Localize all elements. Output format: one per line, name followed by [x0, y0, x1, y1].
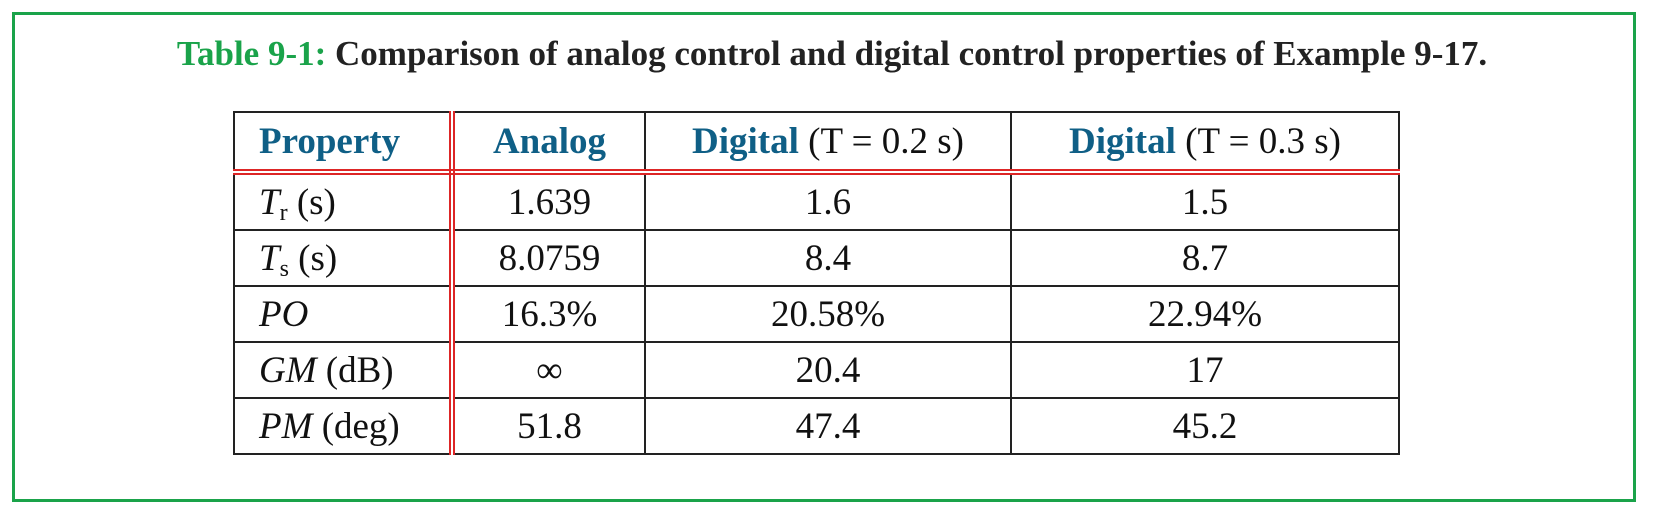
- header-digital-03: Digital (T = 0.3 s): [1010, 111, 1400, 175]
- cell-digital-03: 1.5: [1010, 171, 1400, 231]
- cell-analog: 1.639: [451, 171, 646, 231]
- header-property: Property: [233, 111, 455, 175]
- cell-digital-02: 8.4: [644, 229, 1012, 287]
- cell-analog: 8.0759: [451, 229, 646, 287]
- cell-digital-03: 8.7: [1010, 229, 1400, 287]
- cell-digital-02: 20.58%: [644, 285, 1012, 343]
- cell-analog: ∞: [451, 341, 646, 399]
- header-analog: Analog: [451, 111, 646, 175]
- table-frame: [12, 12, 1636, 502]
- row-property: Tr (s): [233, 171, 455, 231]
- caption-text: Comparison of analog control and digital…: [335, 34, 1488, 73]
- table-row: PM (deg) 51.8 47.4 45.2: [233, 397, 1400, 455]
- table-row: PO 16.3% 20.58% 22.94%: [233, 285, 1400, 343]
- cell-digital-03: 45.2: [1010, 397, 1400, 455]
- caption-label: Table 9-1:: [176, 34, 327, 73]
- row-property: PM (deg): [233, 397, 455, 455]
- table-row: Ts (s) 8.0759 8.4 8.7: [233, 229, 1400, 287]
- cell-digital-03: 22.94%: [1010, 285, 1400, 343]
- cell-analog: 16.3%: [451, 285, 646, 343]
- table-row: GM (dB) ∞ 20.4 17: [233, 341, 1400, 399]
- header-digital-02: Digital (T = 0.2 s): [644, 111, 1012, 175]
- cell-digital-02: 47.4: [644, 397, 1012, 455]
- table-caption: Table 9-1: Comparison of analog control …: [0, 34, 1664, 74]
- cell-analog: 51.8: [451, 397, 646, 455]
- row-property: GM (dB): [233, 341, 455, 399]
- table-row: Tr (s) 1.639 1.6 1.5: [233, 171, 1400, 231]
- row-property: PO: [233, 285, 455, 343]
- table-header-row: Property Analog Digital (T = 0.2 s) Digi…: [233, 111, 1400, 175]
- row-property: Ts (s): [233, 229, 455, 287]
- cell-digital-02: 1.6: [644, 171, 1012, 231]
- cell-digital-03: 17: [1010, 341, 1400, 399]
- comparison-table: Property Analog Digital (T = 0.2 s) Digi…: [233, 111, 1400, 455]
- cell-digital-02: 20.4: [644, 341, 1012, 399]
